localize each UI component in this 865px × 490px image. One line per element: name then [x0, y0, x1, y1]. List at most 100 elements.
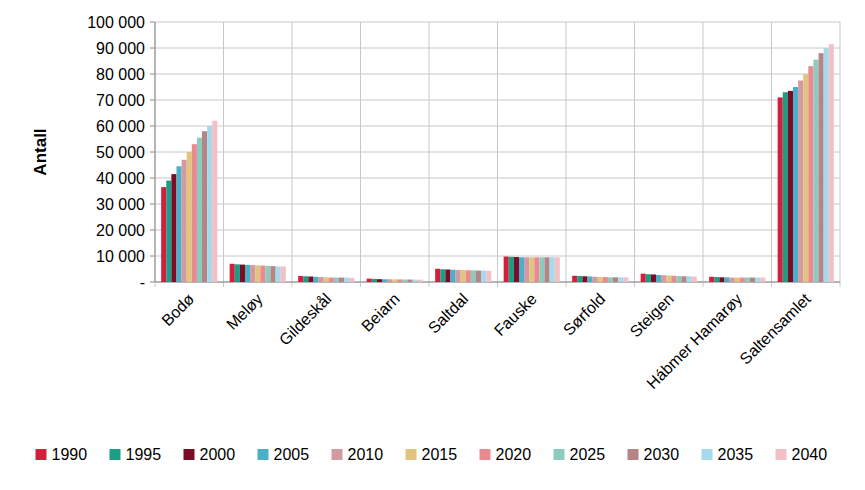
bar — [176, 166, 181, 282]
bar — [276, 266, 281, 282]
bar — [329, 278, 334, 282]
legend-swatch — [332, 449, 343, 460]
bar — [192, 144, 197, 282]
bar — [534, 257, 539, 282]
bar — [349, 278, 354, 282]
bar — [808, 66, 813, 282]
bar — [661, 275, 666, 282]
category-separator — [292, 22, 293, 287]
bar — [392, 279, 397, 282]
bar — [476, 271, 481, 282]
category-separator — [840, 22, 841, 287]
legend-label: 2020 — [496, 446, 532, 463]
bar — [524, 257, 529, 282]
bar — [740, 278, 745, 282]
category-label: Saltdal — [425, 290, 472, 337]
bar — [235, 264, 240, 282]
legend-label: 1995 — [126, 446, 162, 463]
bar — [730, 278, 735, 282]
bar — [308, 277, 313, 282]
bar — [671, 276, 676, 282]
bar — [207, 126, 212, 282]
category-separator — [703, 22, 704, 287]
category-separator — [566, 22, 567, 287]
bar — [641, 274, 646, 282]
y-tick-label: 60 000 — [96, 118, 145, 135]
bar — [435, 269, 440, 282]
y-tick-label: 10 000 — [96, 248, 145, 265]
y-tick — [150, 126, 155, 127]
bar — [324, 277, 329, 282]
bar — [382, 279, 387, 282]
bar — [334, 278, 339, 282]
bar — [646, 274, 651, 282]
bar — [724, 277, 729, 282]
legend-swatch — [36, 449, 47, 460]
bar — [250, 265, 255, 282]
legend-swatch — [554, 449, 565, 460]
bar — [750, 278, 755, 282]
bar — [240, 265, 245, 282]
bar — [456, 270, 461, 282]
y-tick — [150, 204, 155, 205]
bar — [608, 277, 613, 282]
bar — [265, 266, 270, 282]
legend-label: 2030 — [644, 446, 680, 463]
bar — [450, 270, 455, 282]
bar — [593, 277, 598, 282]
category-separator — [155, 22, 156, 287]
bar — [387, 279, 392, 282]
legend-swatch — [258, 449, 269, 460]
bar — [577, 276, 582, 282]
bar — [319, 277, 324, 282]
bar — [803, 74, 808, 282]
bar — [824, 48, 829, 282]
category-separator — [429, 22, 430, 287]
bar — [793, 87, 798, 282]
bar — [161, 187, 166, 282]
bar — [555, 257, 560, 282]
bar — [788, 91, 793, 282]
category-separator — [497, 22, 498, 287]
bar — [313, 277, 318, 282]
y-tick-label: - — [140, 274, 145, 291]
bar — [486, 271, 491, 282]
legend-label: 2025 — [570, 446, 606, 463]
bar — [719, 277, 724, 282]
bar — [367, 279, 372, 282]
bar — [298, 276, 303, 282]
bar — [829, 44, 834, 282]
bar — [666, 276, 671, 283]
category-label: Beiarn — [358, 290, 403, 335]
bar — [539, 257, 544, 282]
bar — [339, 278, 344, 282]
y-tick-label: 40 000 — [96, 170, 145, 187]
legend-label: 2040 — [792, 446, 828, 463]
bar — [572, 276, 577, 282]
bar — [212, 121, 217, 282]
bar — [202, 131, 207, 282]
y-tick-label: 90 000 — [96, 40, 145, 57]
bar — [197, 138, 202, 282]
bar — [281, 266, 286, 282]
y-tick-label: 20 000 — [96, 222, 145, 239]
y-tick-label: 30 000 — [96, 196, 145, 213]
bar — [819, 53, 824, 282]
category-label: Steigen — [626, 290, 676, 340]
bar — [587, 277, 592, 282]
category-separator — [634, 22, 635, 287]
bar — [445, 270, 450, 282]
bar — [745, 278, 750, 282]
category-separator — [360, 22, 361, 287]
bar — [166, 181, 171, 282]
bar — [582, 276, 587, 282]
y-tick — [150, 256, 155, 257]
category-label: Meløy — [223, 290, 266, 333]
bar — [813, 60, 818, 282]
legend-label: 2015 — [422, 446, 458, 463]
bar — [519, 257, 524, 282]
y-tick-label: 100 000 — [87, 14, 145, 31]
category-label: Hábmer Hamarøy — [643, 290, 745, 392]
y-tick — [150, 152, 155, 153]
bar — [651, 274, 656, 282]
